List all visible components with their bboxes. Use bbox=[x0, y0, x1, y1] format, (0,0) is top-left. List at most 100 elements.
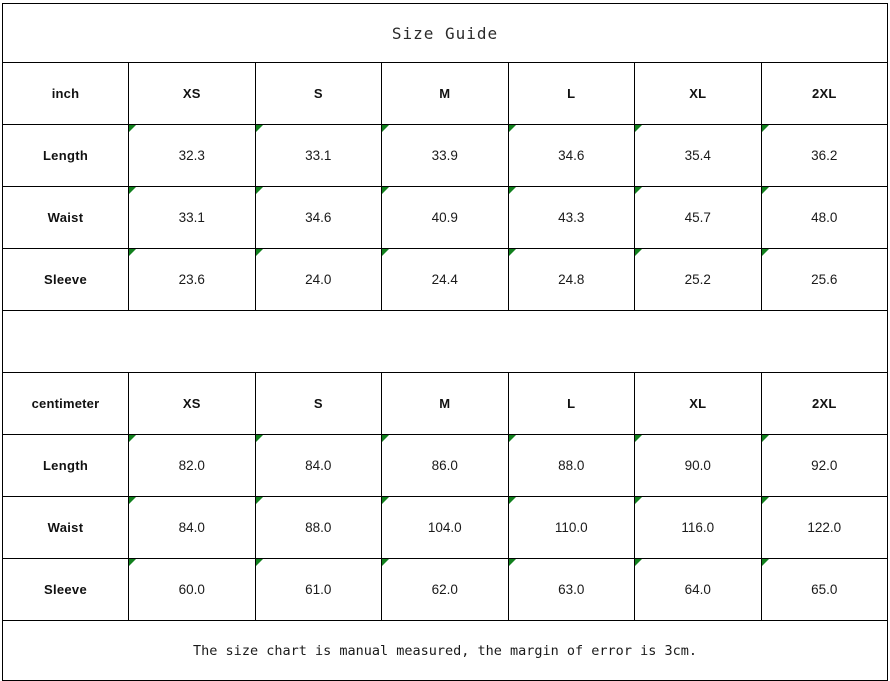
green-corner-triangle-icon bbox=[508, 435, 516, 442]
cell-inch-sleeve-2xl: 25.6 bbox=[760, 248, 889, 311]
inch-header-row: inch XS S M L XL 2XL bbox=[2, 62, 889, 125]
cell-inch-sleeve-s: 24.0 bbox=[254, 248, 382, 311]
table-row: Sleeve 23.6 24.0 24.4 24.8 25.2 25.6 bbox=[2, 248, 889, 311]
column-header-cm-xl: XL bbox=[634, 372, 762, 435]
cell-inch-waist-xs: 33.1 bbox=[128, 186, 256, 249]
cell-cm-length-xs: 82.0 bbox=[128, 434, 256, 497]
green-corner-triangle-icon bbox=[635, 559, 642, 566]
cell-inch-length-xl: 35.4 bbox=[634, 124, 762, 187]
cell-cm-sleeve-xs: 60.0 bbox=[128, 558, 256, 621]
table-row: Length 32.3 33.1 33.9 34.6 35.4 36.2 bbox=[2, 124, 889, 187]
column-header-cm-m: M bbox=[381, 372, 509, 435]
cell-cm-sleeve-l: 63.0 bbox=[507, 558, 635, 621]
green-corner-triangle-icon bbox=[761, 559, 769, 566]
cell-inch-sleeve-m: 24.4 bbox=[381, 248, 509, 311]
cell-cm-length-l: 88.0 bbox=[507, 434, 635, 497]
cell-cm-waist-2xl: 122.0 bbox=[760, 496, 889, 559]
green-corner-triangle-icon bbox=[508, 559, 516, 566]
green-corner-triangle-icon bbox=[129, 435, 136, 442]
column-header-cm-xs: XS bbox=[128, 372, 256, 435]
green-corner-triangle-icon bbox=[761, 435, 769, 442]
cell-cm-length-s: 84.0 bbox=[254, 434, 382, 497]
column-header-2xl: 2XL bbox=[760, 62, 889, 125]
measurement-disclaimer: The size chart is manual measured, the m… bbox=[1, 620, 889, 681]
cell-cm-waist-s: 88.0 bbox=[254, 496, 382, 559]
table-row: Waist 33.1 34.6 40.9 43.3 45.7 48.0 bbox=[2, 186, 889, 249]
column-header-cm-s: S bbox=[254, 372, 382, 435]
green-corner-triangle-icon bbox=[129, 187, 136, 194]
green-corner-triangle-icon bbox=[382, 187, 389, 194]
green-corner-triangle-icon bbox=[635, 125, 642, 132]
page-title: Size Guide bbox=[1, 3, 889, 63]
column-header-xl: XL bbox=[634, 62, 762, 125]
cell-cm-length-2xl: 92.0 bbox=[760, 434, 889, 497]
green-corner-triangle-icon bbox=[255, 559, 263, 566]
green-corner-triangle-icon bbox=[382, 559, 389, 566]
green-corner-triangle-icon bbox=[635, 187, 642, 194]
column-header-s: S bbox=[254, 62, 382, 125]
column-header-cm-2xl: 2XL bbox=[760, 372, 889, 435]
green-corner-triangle-icon bbox=[382, 249, 389, 256]
table-row: Sleeve 60.0 61.0 62.0 63.0 64.0 65.0 bbox=[2, 558, 889, 621]
green-corner-triangle-icon bbox=[255, 125, 263, 132]
centimeter-header-row: centimeter XS S M L XL 2XL bbox=[2, 372, 889, 435]
cell-inch-length-m: 33.9 bbox=[381, 124, 509, 187]
green-corner-triangle-icon bbox=[255, 249, 263, 256]
cell-cm-length-m: 86.0 bbox=[381, 434, 509, 497]
column-header-cm-l: L bbox=[507, 372, 635, 435]
cell-inch-waist-m: 40.9 bbox=[381, 186, 509, 249]
cell-inch-length-l: 34.6 bbox=[507, 124, 635, 187]
cell-cm-waist-l: 110.0 bbox=[507, 496, 635, 559]
cell-inch-waist-l: 43.3 bbox=[507, 186, 635, 249]
green-corner-triangle-icon bbox=[129, 559, 136, 566]
green-corner-triangle-icon bbox=[635, 497, 642, 504]
row-label-cm-waist: Waist bbox=[2, 496, 129, 559]
cell-inch-waist-2xl: 48.0 bbox=[760, 186, 889, 249]
cell-inch-waist-s: 34.6 bbox=[254, 186, 382, 249]
green-corner-triangle-icon bbox=[382, 125, 389, 132]
green-corner-triangle-icon bbox=[255, 435, 263, 442]
row-label-waist: Waist bbox=[2, 186, 129, 249]
cell-inch-sleeve-xl: 25.2 bbox=[634, 248, 762, 311]
column-header-l: L bbox=[507, 62, 635, 125]
green-corner-triangle-icon bbox=[761, 249, 769, 256]
green-corner-triangle-icon bbox=[129, 249, 136, 256]
cell-inch-waist-xl: 45.7 bbox=[634, 186, 762, 249]
green-corner-triangle-icon bbox=[635, 249, 642, 256]
cell-inch-length-xs: 32.3 bbox=[128, 124, 256, 187]
cell-inch-sleeve-l: 24.8 bbox=[507, 248, 635, 311]
cell-cm-sleeve-m: 62.0 bbox=[381, 558, 509, 621]
title-row: Size Guide bbox=[1, 3, 889, 63]
green-corner-triangle-icon bbox=[508, 249, 516, 256]
unit-label-inch: inch bbox=[2, 62, 129, 125]
green-corner-triangle-icon bbox=[382, 497, 389, 504]
table-spacer-row bbox=[1, 310, 889, 373]
row-label-sleeve: Sleeve bbox=[2, 248, 129, 311]
table-row: Length 82.0 84.0 86.0 88.0 90.0 92.0 bbox=[2, 434, 889, 497]
green-corner-triangle-icon bbox=[255, 187, 263, 194]
green-corner-triangle-icon bbox=[382, 435, 389, 442]
column-header-xs: XS bbox=[128, 62, 256, 125]
footer-row: The size chart is manual measured, the m… bbox=[1, 620, 889, 681]
cell-inch-length-2xl: 36.2 bbox=[760, 124, 889, 187]
cell-inch-sleeve-xs: 23.6 bbox=[128, 248, 256, 311]
cell-cm-length-xl: 90.0 bbox=[634, 434, 762, 497]
cell-cm-sleeve-s: 61.0 bbox=[254, 558, 382, 621]
green-corner-triangle-icon bbox=[129, 497, 136, 504]
green-corner-triangle-icon bbox=[761, 125, 769, 132]
green-corner-triangle-icon bbox=[761, 187, 769, 194]
table-row: Waist 84.0 88.0 104.0 110.0 116.0 122.0 bbox=[2, 496, 889, 559]
green-corner-triangle-icon bbox=[129, 125, 136, 132]
green-corner-triangle-icon bbox=[255, 497, 263, 504]
table-spacer-cell bbox=[1, 310, 889, 373]
row-label-cm-sleeve: Sleeve bbox=[2, 558, 129, 621]
cell-cm-waist-xs: 84.0 bbox=[128, 496, 256, 559]
unit-label-centimeter: centimeter bbox=[2, 372, 129, 435]
green-corner-triangle-icon bbox=[761, 497, 769, 504]
cell-cm-sleeve-xl: 64.0 bbox=[634, 558, 762, 621]
cell-cm-waist-m: 104.0 bbox=[381, 496, 509, 559]
cell-cm-waist-xl: 116.0 bbox=[634, 496, 762, 559]
row-label-length: Length bbox=[2, 124, 129, 187]
green-corner-triangle-icon bbox=[508, 187, 516, 194]
